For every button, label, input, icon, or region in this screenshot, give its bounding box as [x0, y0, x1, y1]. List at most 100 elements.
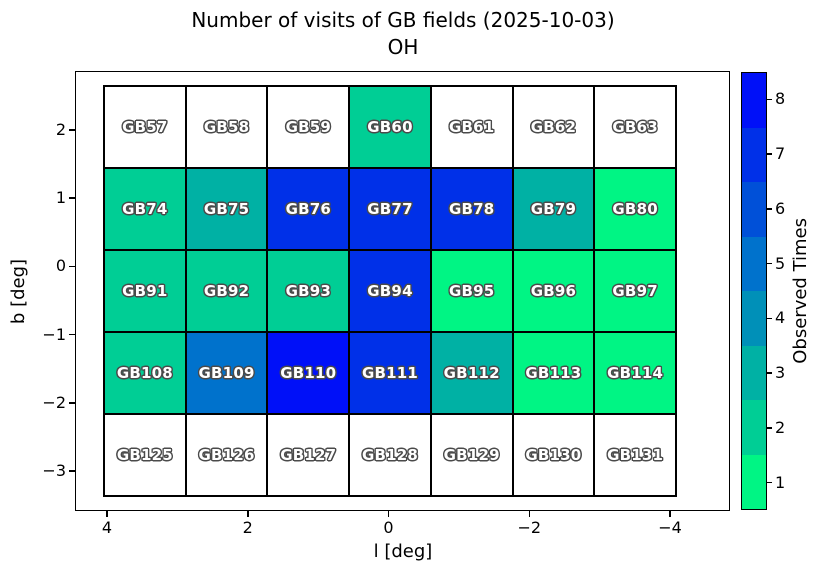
field-cell: GB131 [594, 414, 676, 496]
x-tick-label: 0 [383, 518, 394, 537]
field-label: GB114 [607, 364, 664, 382]
field-cell: GB62 [512, 86, 595, 168]
y-tick-label: −2 [42, 392, 66, 412]
field-label: GB129 [443, 446, 500, 464]
y-tick-label: −1 [42, 324, 66, 344]
colorbar-tick-mark [767, 481, 772, 484]
field-grid: GB57 GB58 GB59 GB60 GB61 GB62 GB63 GB74 GB75 GB76… [103, 85, 677, 497]
field-label: GB110 [280, 364, 337, 382]
colorbar-segment [742, 236, 766, 291]
field-label: GB76 [285, 200, 331, 218]
y-tick-label: 0 [55, 256, 66, 276]
field-cell: GB93 [267, 250, 350, 332]
field-label: GB109 [198, 364, 255, 382]
colorbar-tick-label: 7 [775, 144, 786, 164]
field-cell: GB127 [267, 414, 350, 496]
field-label: GB108 [116, 364, 173, 382]
chart-subtitle: OH [387, 35, 419, 59]
field-label: GB75 [203, 200, 250, 218]
field-label: GB113 [525, 364, 582, 382]
field-label: GB112 [443, 364, 500, 382]
colorbar-segment [742, 454, 766, 509]
field-cell: GB92 [185, 250, 268, 332]
field-label: GB58 [203, 118, 250, 136]
field-label: GB92 [203, 282, 250, 300]
colorbar-tick-label: 1 [775, 472, 786, 492]
field-cell: GB129 [430, 414, 513, 496]
x-tick-label: −2 [517, 518, 542, 537]
colorbar-segment [742, 182, 766, 237]
field-cell: GB59 [267, 86, 350, 168]
field-cell: GB97 [594, 250, 676, 332]
field-label: GB127 [280, 446, 337, 464]
colorbar-tick-label: 6 [775, 198, 786, 218]
field-label: GB94 [367, 282, 413, 300]
field-cell: GB108 [104, 332, 186, 414]
x-tick-mark [528, 511, 530, 517]
colorbar-segment [742, 345, 766, 400]
field-label: GB131 [607, 446, 664, 464]
field-cell: GB75 [185, 168, 268, 250]
x-tick-mark [669, 511, 671, 517]
y-tick-mark [69, 197, 75, 199]
field-cell: GB58 [185, 86, 268, 168]
field-cell: GB114 [594, 332, 676, 414]
colorbar-tick-mark [767, 427, 772, 429]
field-label: GB57 [122, 118, 168, 136]
y-tick-label: −3 [42, 461, 66, 480]
colorbar-label: Observed Times [789, 218, 811, 364]
colorbar-tick-label: 4 [775, 308, 786, 328]
colorbar-tick-mark [767, 262, 772, 265]
field-label: GB74 [122, 200, 168, 218]
field-label: GB95 [448, 282, 495, 300]
y-tick-label: 2 [55, 120, 66, 139]
field-cell: GB76 [267, 168, 350, 250]
field-cell: GB60 [349, 86, 431, 168]
y-tick-mark [69, 265, 75, 268]
x-tick-label: 4 [101, 518, 113, 537]
x-tick-label: 2 [242, 518, 253, 537]
field-cell: GB79 [512, 168, 595, 250]
field-label: GB77 [367, 200, 413, 218]
field-cell: GB80 [594, 168, 676, 250]
field-cell: GB77 [349, 168, 431, 250]
field-cell: GB61 [430, 86, 513, 168]
field-cell: GB96 [512, 250, 595, 332]
field-label: GB79 [530, 200, 577, 218]
y-tick-mark [69, 129, 75, 131]
colorbar-tick-label: 8 [775, 89, 786, 109]
field-label: GB59 [285, 118, 331, 136]
field-label: GB128 [361, 446, 419, 464]
field-cell: GB91 [104, 250, 186, 332]
field-cell: GB57 [104, 86, 186, 168]
colorbar-tick-mark [767, 153, 772, 155]
field-cell: GB128 [349, 414, 431, 496]
field-label: GB125 [116, 446, 173, 464]
field-cell: GB112 [430, 332, 513, 414]
x-tick-label: −4 [658, 518, 682, 537]
x-tick-mark [106, 511, 108, 517]
colorbar-tick-mark [767, 372, 772, 374]
field-cell: GB113 [512, 332, 595, 414]
colorbar-segment [742, 127, 766, 182]
y-tick-mark [69, 402, 75, 404]
field-label: GB97 [612, 282, 658, 300]
field-label: GB60 [367, 118, 413, 136]
title-block: Number of visits of GB fields (2025-10-0… [75, 7, 731, 61]
chart-title: Number of visits of GB fields (2025-10-0… [191, 8, 615, 32]
colorbar-label-box: Observed Times [786, 72, 814, 510]
field-label: GB80 [612, 200, 658, 218]
colorbar-segment [742, 291, 766, 346]
y-tick-mark [69, 333, 75, 336]
field-cell: GB111 [349, 332, 431, 414]
y-axis-label: b [deg] [8, 258, 30, 324]
x-tick-mark [247, 511, 249, 517]
x-tick-mark [387, 511, 390, 517]
colorbar-segment [742, 400, 766, 455]
field-label: GB63 [612, 118, 658, 136]
field-cell: GB126 [185, 414, 268, 496]
field-cell: GB109 [185, 332, 268, 414]
y-tick-label: 1 [55, 188, 66, 208]
field-label: GB130 [525, 446, 582, 464]
